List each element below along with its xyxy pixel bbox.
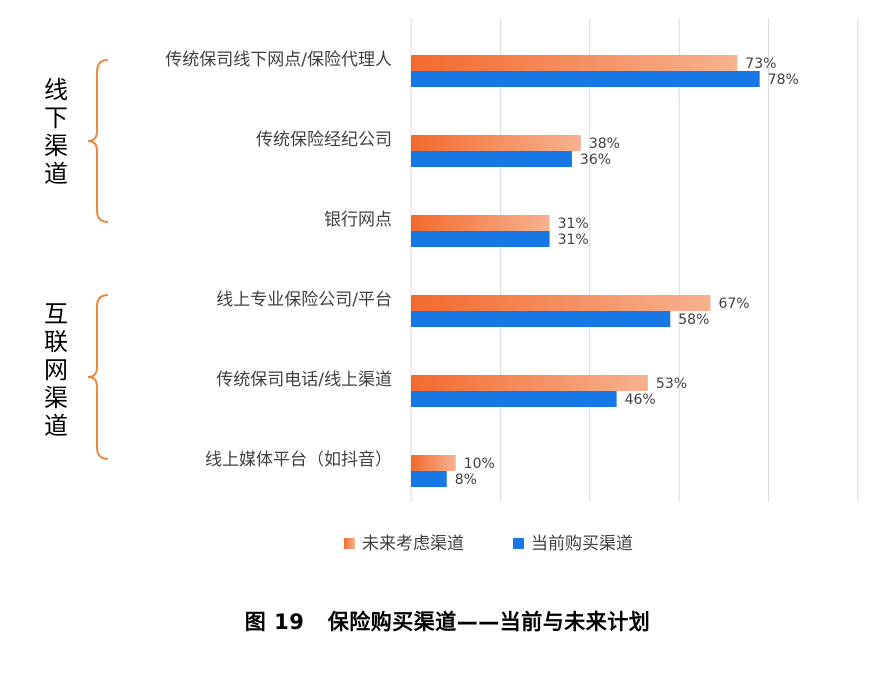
data-label-current: 58% [678, 312, 709, 328]
group-label: 线下渠道 [44, 76, 68, 188]
bar-current [411, 231, 550, 247]
data-label-current: 46% [625, 392, 656, 408]
data-label-future: 10% [464, 456, 495, 472]
legend: 未来考虑渠道 当前购买渠道 [344, 534, 633, 554]
bar-future [411, 375, 648, 391]
category-label: 传统保司线下网点/保险代理人 [165, 50, 392, 70]
bar-chart: 传统保司线下网点/保险代理人传统保险经纪公司银行网点线上专业保险公司/平台传统保… [44, 18, 859, 554]
legend-label-future: 未来考虑渠道 [362, 534, 464, 554]
bar-current [411, 71, 760, 87]
group-label-char: 道 [44, 160, 68, 188]
category-label: 线上媒体平台（如抖音） [205, 450, 392, 470]
bar-future [411, 55, 738, 71]
category-label: 传统保险经纪公司 [256, 130, 392, 150]
category-label: 线上专业保险公司/平台 [216, 290, 392, 310]
category-labels: 传统保司线下网点/保险代理人传统保险经纪公司银行网点线上专业保险公司/平台传统保… [165, 50, 392, 470]
data-label-current: 31% [558, 232, 589, 248]
bar-current [411, 151, 572, 167]
group-label-char: 线 [44, 76, 68, 104]
group-label-char: 道 [44, 412, 68, 440]
group-bracket [87, 294, 109, 460]
figure-caption: 图 19 保险购买渠道——当前与未来计划 [244, 610, 651, 634]
group-label: 互联网渠道 [44, 300, 68, 440]
group-bracket [87, 59, 109, 223]
group-label-char: 网 [44, 356, 68, 384]
group-label-char: 互 [44, 300, 68, 328]
data-label-current: 78% [768, 72, 799, 88]
category-label: 传统保司电话/线上渠道 [216, 370, 392, 390]
group-label-char: 下 [44, 104, 68, 132]
data-label-future: 31% [558, 216, 589, 232]
bar-future [411, 455, 456, 471]
gridlines [410, 18, 859, 502]
data-label-future: 53% [656, 376, 687, 392]
bar-future [411, 215, 550, 231]
bar-current [411, 471, 447, 487]
group-label-char: 渠 [44, 384, 68, 412]
bar-future [411, 135, 581, 151]
data-label-future: 73% [745, 56, 776, 72]
group-label-char: 渠 [44, 132, 68, 160]
data-label-future: 67% [718, 296, 749, 312]
category-label: 银行网点 [324, 210, 392, 230]
data-label-future: 38% [589, 136, 620, 152]
legend-label-current: 当前购买渠道 [531, 534, 633, 554]
data-label-current: 36% [580, 152, 611, 168]
bar-future [411, 295, 711, 311]
bar-current [411, 311, 671, 327]
legend-swatch-current [513, 538, 524, 549]
group-label-char: 联 [44, 328, 68, 356]
bar-current [411, 391, 617, 407]
bars [411, 55, 760, 487]
legend-swatch-future [344, 538, 355, 549]
value-labels: 73%78% 38%36% 31%31% 67% 58% 53%46% 10%8% [455, 56, 799, 488]
data-label-current: 8% [455, 472, 477, 488]
